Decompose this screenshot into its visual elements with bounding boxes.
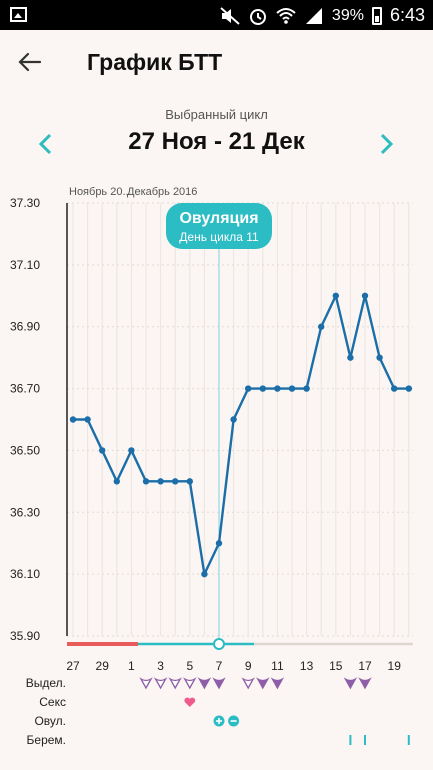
alarm-icon <box>248 7 268 25</box>
discharge-icon <box>212 677 226 690</box>
y-tick-label: 36.50 <box>10 443 40 457</box>
arrow-left-icon <box>18 52 42 72</box>
x-tick-label: 7 <box>216 659 223 673</box>
temperature-point <box>99 447 106 454</box>
y-tick-label: 37.10 <box>10 258 40 272</box>
x-tick-label: 3 <box>157 659 164 673</box>
x-tick-label: 1 <box>128 659 135 673</box>
temperature-point <box>186 478 193 485</box>
x-tick-label: 29 <box>96 659 110 673</box>
tracker-row-label: Овул. <box>34 714 66 728</box>
y-tick-label: 36.70 <box>10 382 40 396</box>
temperature-point <box>245 385 252 392</box>
month-label: Декабрь 2016 <box>127 186 197 198</box>
gallery-notification-icon <box>10 7 27 22</box>
discharge-icon <box>183 677 197 690</box>
temperature-point <box>201 570 208 578</box>
discharge-icon <box>197 677 212 690</box>
wifi-icon <box>276 7 296 25</box>
temperature-point <box>274 385 281 392</box>
temperature-point <box>69 416 77 423</box>
tracker-row-label: Выдел. <box>26 676 66 690</box>
temperature-point <box>376 354 383 361</box>
temperature-point <box>142 478 150 485</box>
cycle-caption: Выбранный цикл <box>165 107 268 122</box>
ovulation-bubble <box>166 203 272 249</box>
temperature-point <box>230 416 237 423</box>
temperature-point <box>405 385 412 392</box>
x-tick-label: 13 <box>300 659 314 673</box>
ovulation-title: Овуляция <box>179 210 258 227</box>
discharge-icon <box>270 677 285 690</box>
discharge-icon <box>139 677 153 690</box>
chevron-right-icon <box>380 133 394 155</box>
temperature-point <box>318 323 325 330</box>
month-label: Ноябрь 20... <box>69 186 132 198</box>
tracker-row-label: Берем. <box>27 733 66 747</box>
temperature-point <box>347 354 354 361</box>
y-tick-label: 36.30 <box>10 505 40 519</box>
temperature-point <box>215 540 223 547</box>
back-button[interactable] <box>14 46 46 78</box>
cycle-range: 27 Ноя - 21 Дек <box>128 128 305 155</box>
temperature-point <box>361 292 369 299</box>
discharge-icon <box>358 677 372 690</box>
discharge-icon <box>168 677 182 690</box>
temperature-point <box>113 478 121 485</box>
temperature-line <box>73 294 409 576</box>
app-bar: График БТТ <box>0 30 433 96</box>
discharge-icon <box>241 677 255 690</box>
y-tick-label: 36.90 <box>10 320 40 334</box>
previous-cycle-button[interactable] <box>32 130 60 158</box>
temperature-point <box>303 385 310 392</box>
status-time: 6:43 <box>389 5 425 25</box>
x-tick-label: 9 <box>245 659 252 673</box>
x-tick-label: 19 <box>388 659 402 673</box>
battery-icon <box>371 6 382 25</box>
heart-icon <box>184 697 196 707</box>
signal-icon <box>304 7 324 25</box>
temperature-point <box>84 416 91 423</box>
x-tick-label: 27 <box>66 659 80 673</box>
page-title: График БТТ <box>87 49 223 75</box>
temperature-point <box>391 385 398 392</box>
temperature-point <box>332 292 339 299</box>
y-tick-label: 37.30 <box>10 196 40 210</box>
battery-percent: 39% <box>331 6 364 24</box>
temperature-point <box>157 478 164 485</box>
tracker-row-label: Секс <box>39 695 66 709</box>
y-tick-label: 35.90 <box>10 629 40 643</box>
next-cycle-button[interactable] <box>372 130 400 158</box>
temperature-point <box>259 385 266 392</box>
x-tick-label: 11 <box>271 659 284 673</box>
temperature-point <box>288 385 296 392</box>
temperature-point <box>128 447 135 454</box>
discharge-icon <box>256 677 270 690</box>
x-tick-label: 5 <box>186 659 193 673</box>
x-tick-label: 15 <box>329 659 343 673</box>
temperature-point <box>172 478 179 485</box>
ovulation-subtitle: День цикла 11 <box>179 230 259 244</box>
chevron-left-icon <box>38 133 52 155</box>
x-tick-label: 17 <box>358 659 372 673</box>
y-tick-label: 36.10 <box>10 567 40 581</box>
status-bar: 39% 6:43 <box>0 0 433 30</box>
discharge-icon <box>153 677 168 690</box>
mute-icon <box>220 6 240 25</box>
bbt-chart[interactable]: 37.30 37.10 36.90 36.70 36.50 36.30 36.10 35.90… <box>0 180 433 770</box>
ovulation-marker <box>213 638 225 650</box>
discharge-icon <box>343 677 358 690</box>
